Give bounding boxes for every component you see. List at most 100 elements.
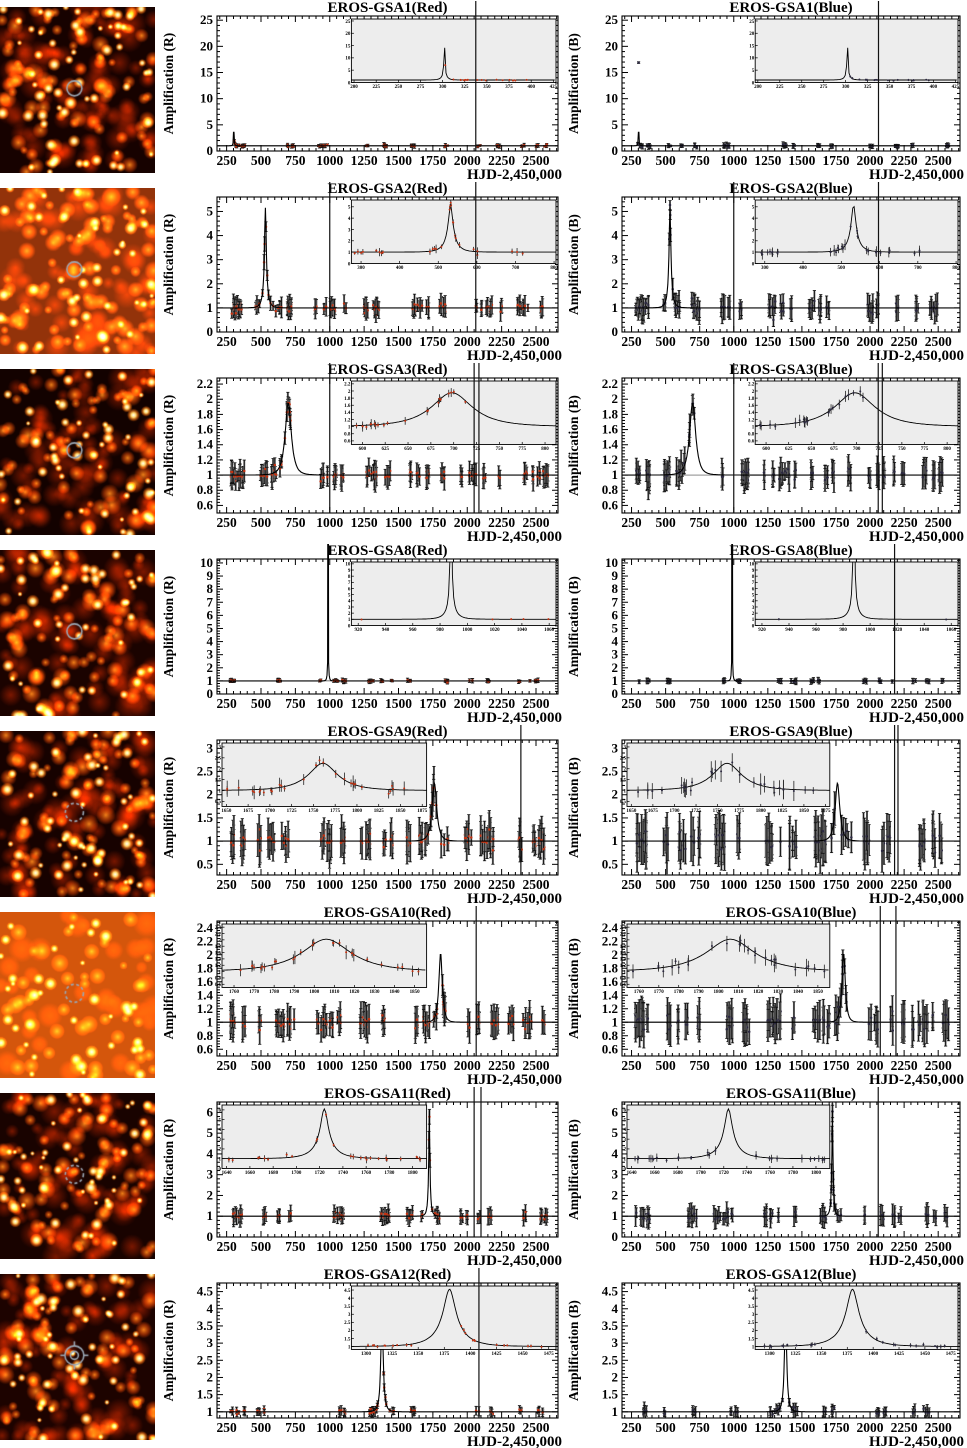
finding-chart-cell bbox=[0, 1086, 160, 1267]
svg-text:25: 25 bbox=[200, 12, 214, 27]
svg-text:250: 250 bbox=[621, 153, 642, 168]
svg-text:275: 275 bbox=[820, 85, 828, 90]
svg-text:0.8: 0.8 bbox=[197, 482, 214, 497]
finding-chart-cell bbox=[0, 362, 160, 543]
svg-text:3: 3 bbox=[207, 252, 214, 267]
panel-title: EROS-GSA2(Red) bbox=[327, 181, 447, 197]
svg-text:1250: 1250 bbox=[351, 515, 378, 530]
svg-text:5: 5 bbox=[207, 203, 214, 218]
svg-text:250: 250 bbox=[395, 85, 403, 90]
panel-title: EROS-GSA1(Red) bbox=[327, 0, 447, 16]
svg-text:2: 2 bbox=[612, 276, 619, 291]
x-axis-label: HJD-2,450,000 bbox=[467, 529, 562, 543]
svg-text:375: 375 bbox=[505, 85, 513, 90]
svg-text:1: 1 bbox=[207, 300, 214, 315]
svg-text:0.8: 0.8 bbox=[344, 433, 351, 438]
svg-text:2000: 2000 bbox=[454, 334, 481, 349]
svg-text:15: 15 bbox=[749, 44, 755, 49]
svg-text:0.6: 0.6 bbox=[344, 440, 351, 445]
panel-title: EROS-GSA9(Red) bbox=[327, 724, 447, 740]
svg-text:25: 25 bbox=[605, 12, 619, 27]
svg-text:1500: 1500 bbox=[788, 153, 815, 168]
svg-text:200: 200 bbox=[754, 85, 762, 90]
svg-text:5: 5 bbox=[752, 69, 755, 74]
svg-text:5: 5 bbox=[612, 117, 619, 132]
svg-text:700: 700 bbox=[914, 266, 922, 271]
svg-text:2250: 2250 bbox=[488, 515, 515, 530]
x-axis-label: HJD-2,450,000 bbox=[869, 891, 964, 905]
panel-title: EROS-GSA11(Red) bbox=[324, 1086, 451, 1102]
svg-text:2: 2 bbox=[207, 391, 214, 406]
svg-text:4: 4 bbox=[752, 217, 755, 222]
svg-text:400: 400 bbox=[930, 85, 938, 90]
svg-text:500: 500 bbox=[655, 153, 676, 168]
svg-text:2250: 2250 bbox=[891, 334, 918, 349]
y-axis-label: Amplification (B) bbox=[566, 938, 581, 1039]
svg-text:425: 425 bbox=[952, 85, 960, 90]
svg-text:350: 350 bbox=[483, 85, 491, 90]
svg-text:2500: 2500 bbox=[523, 334, 550, 349]
svg-text:0: 0 bbox=[612, 324, 619, 339]
x-axis-label: HJD-2,450,000 bbox=[869, 1072, 964, 1086]
y-axis-label: Amplification (R) bbox=[161, 576, 176, 678]
svg-text:1750: 1750 bbox=[822, 153, 849, 168]
svg-text:1500: 1500 bbox=[385, 515, 412, 530]
finding-chart-cell bbox=[0, 181, 160, 362]
svg-text:25: 25 bbox=[345, 20, 351, 25]
svg-text:500: 500 bbox=[251, 515, 272, 530]
svg-text:2250: 2250 bbox=[891, 153, 918, 168]
svg-text:2250: 2250 bbox=[488, 153, 515, 168]
svg-text:750: 750 bbox=[690, 153, 711, 168]
svg-text:1.4: 1.4 bbox=[344, 411, 351, 416]
svg-text:20: 20 bbox=[200, 38, 213, 53]
svg-text:0: 0 bbox=[612, 143, 619, 158]
svg-text:15: 15 bbox=[200, 65, 214, 80]
y-axis-label: Amplification (R) bbox=[161, 757, 176, 859]
svg-text:500: 500 bbox=[838, 266, 846, 271]
svg-text:0: 0 bbox=[348, 262, 351, 267]
svg-text:1000: 1000 bbox=[720, 153, 747, 168]
svg-text:3: 3 bbox=[348, 228, 351, 233]
svg-text:1: 1 bbox=[207, 467, 214, 482]
svg-text:3: 3 bbox=[752, 228, 755, 233]
svg-text:1500: 1500 bbox=[385, 153, 412, 168]
svg-text:625: 625 bbox=[381, 447, 389, 452]
svg-text:2500: 2500 bbox=[523, 153, 550, 168]
svg-text:500: 500 bbox=[251, 334, 272, 349]
svg-text:600: 600 bbox=[473, 266, 481, 271]
data-points bbox=[229, 1372, 544, 1418]
y-axis-label: Amplification (B) bbox=[566, 757, 581, 858]
svg-text:400: 400 bbox=[396, 266, 404, 271]
svg-text:1750: 1750 bbox=[419, 334, 446, 349]
svg-text:1250: 1250 bbox=[754, 334, 781, 349]
svg-text:1.6: 1.6 bbox=[197, 422, 214, 437]
svg-text:1250: 1250 bbox=[754, 153, 781, 168]
svg-text:225: 225 bbox=[372, 85, 380, 90]
y-axis-label: Amplification (B) bbox=[566, 576, 581, 677]
svg-text:5: 5 bbox=[348, 69, 351, 74]
svg-text:375: 375 bbox=[908, 85, 916, 90]
svg-text:750: 750 bbox=[496, 447, 504, 452]
svg-text:2: 2 bbox=[752, 240, 755, 245]
